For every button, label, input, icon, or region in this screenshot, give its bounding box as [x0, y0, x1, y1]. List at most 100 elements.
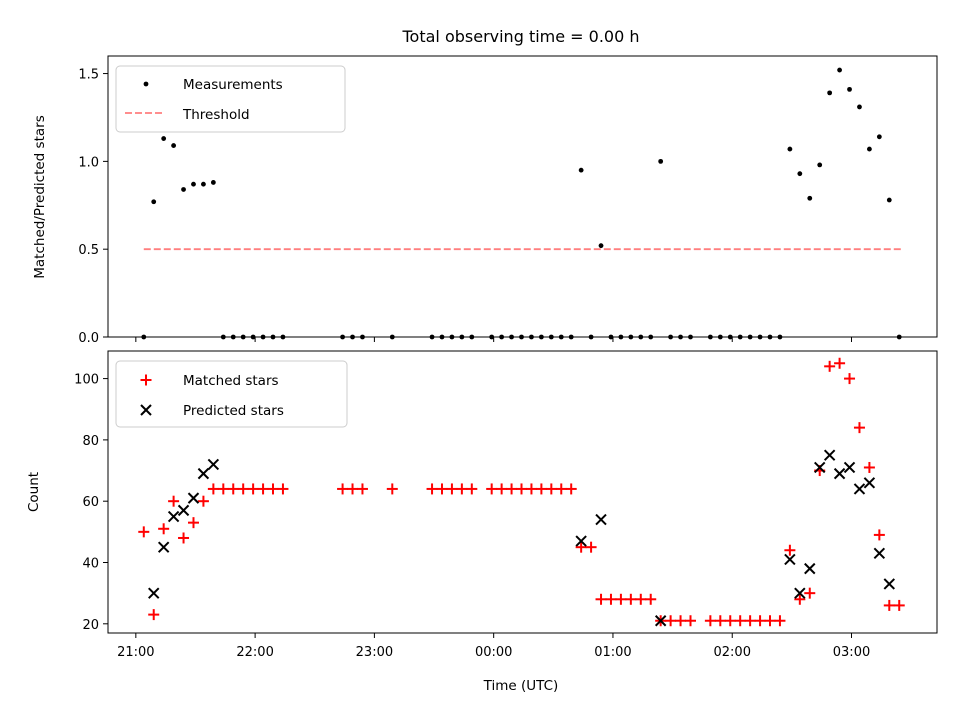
measurement-point	[658, 158, 664, 164]
measurement-point	[886, 197, 892, 203]
legend-predicted-marker	[140, 404, 152, 416]
matched-star-point	[486, 483, 498, 495]
measurement-point	[876, 134, 882, 140]
legend-measurement-marker	[143, 81, 149, 87]
predicted-star-point	[575, 535, 587, 547]
matched-star-point	[774, 615, 786, 627]
bottom-x-tick-label: 00:00	[475, 645, 512, 660]
matched-star-point	[764, 615, 776, 627]
measurement-point	[847, 86, 852, 92]
matched-star-point	[356, 483, 368, 495]
predicted-star-point	[843, 461, 856, 474]
predicted-star-point	[863, 477, 876, 489]
matched-star-point	[138, 526, 150, 538]
top-plot-area: 0.0 0.5 1.0 1.5	[78, 68, 902, 346]
top-axes-frame	[107, 55, 938, 338]
measurement-point	[807, 195, 813, 201]
bottom-legend-box	[115, 360, 348, 428]
legend-matched-label: Matched stars	[183, 373, 279, 389]
bottom-y-tick-label: 40	[82, 557, 99, 572]
measurement-point	[578, 167, 584, 173]
matched-star-point	[257, 483, 269, 495]
measurement-point	[797, 171, 803, 177]
measurement-point	[867, 146, 872, 152]
matched-star-point	[873, 529, 885, 541]
measurement-point	[161, 136, 167, 141]
matched-star-point	[684, 615, 696, 627]
matched-star-point	[277, 483, 289, 495]
bottom-axes-frame	[107, 350, 938, 634]
measurement-point	[817, 162, 823, 168]
matched-star-point	[844, 373, 856, 385]
matched-star-point	[247, 483, 259, 495]
matched-star-point	[625, 593, 637, 605]
matched-star-point	[217, 483, 229, 495]
bottom-y-tick-label: 100	[74, 373, 99, 388]
matched-star-point	[446, 483, 458, 495]
matched-star-point	[197, 495, 209, 507]
matched-star-point	[635, 593, 647, 605]
matched-star-point	[168, 495, 180, 507]
top-legend: Measurements Threshold	[115, 65, 346, 133]
matched-star-point	[605, 593, 617, 605]
predicted-star-point	[883, 578, 895, 590]
matched-star-point	[386, 483, 398, 495]
matched-star-point	[227, 483, 239, 495]
predicted-star-point	[595, 513, 607, 526]
matched-star-point	[714, 615, 726, 627]
bottom-x-tick-label: 03:00	[833, 645, 870, 660]
measurement-point	[191, 181, 196, 187]
measurement-point	[857, 104, 862, 110]
measurement-point	[827, 90, 833, 96]
measurement-point	[181, 187, 186, 192]
legend-matched-marker	[140, 374, 152, 386]
bottom-y-axis-label: Count	[26, 472, 42, 512]
bottom-y-tick-label: 60	[82, 495, 99, 510]
matched-star-point	[347, 483, 359, 495]
matched-star-point	[665, 615, 677, 627]
matched-star-point	[555, 483, 567, 495]
matched-star-point	[784, 544, 796, 556]
matched-star-point	[794, 593, 806, 605]
matched-star-point	[436, 483, 448, 495]
predicted-star-point	[833, 467, 846, 480]
matched-star-point	[893, 599, 905, 611]
matched-star-point	[883, 599, 895, 611]
top-y-tick-label: 1.0	[78, 155, 99, 170]
measurement-point	[201, 181, 206, 187]
matched-star-point	[565, 483, 577, 495]
matched-star-point	[545, 483, 557, 495]
matched-star-point	[824, 360, 836, 372]
bottom-x-tick-label: 01:00	[594, 645, 631, 660]
matched-star-point	[754, 615, 766, 627]
matched-star-point	[704, 615, 716, 627]
predicted-star-point	[187, 492, 200, 504]
legend-predicted-label: Predicted stars	[183, 403, 284, 419]
predicted-star-point	[148, 587, 160, 599]
predicted-star-point	[157, 541, 170, 553]
chart-title: Total observing time = 0.00 h	[401, 27, 639, 46]
matched-star-point	[496, 483, 508, 495]
matched-star-point	[516, 483, 528, 495]
matched-star-point	[645, 593, 657, 605]
matched-star-point	[804, 587, 816, 599]
matched-star-point	[466, 483, 478, 495]
top-legend-box	[115, 65, 346, 133]
matched-star-point	[506, 483, 518, 495]
matched-star-point	[207, 483, 219, 495]
bottom-x-tick-label: 23:00	[356, 645, 393, 660]
bottom-y-tick-label: 20	[82, 618, 99, 633]
matched-star-point	[267, 483, 279, 495]
measurement-point	[787, 146, 793, 152]
matched-star-point	[853, 422, 865, 434]
legend-threshold-label: Threshold	[182, 107, 250, 123]
top-y-tick-label: 0.5	[78, 243, 99, 258]
matched-star-point	[158, 523, 170, 535]
predicted-star-point	[784, 553, 796, 566]
predicted-star-point	[823, 449, 836, 461]
matched-star-point	[178, 532, 190, 544]
measurement-point	[151, 199, 157, 205]
bottom-x-tick-label: 02:00	[714, 645, 751, 660]
matched-star-point	[585, 541, 597, 553]
